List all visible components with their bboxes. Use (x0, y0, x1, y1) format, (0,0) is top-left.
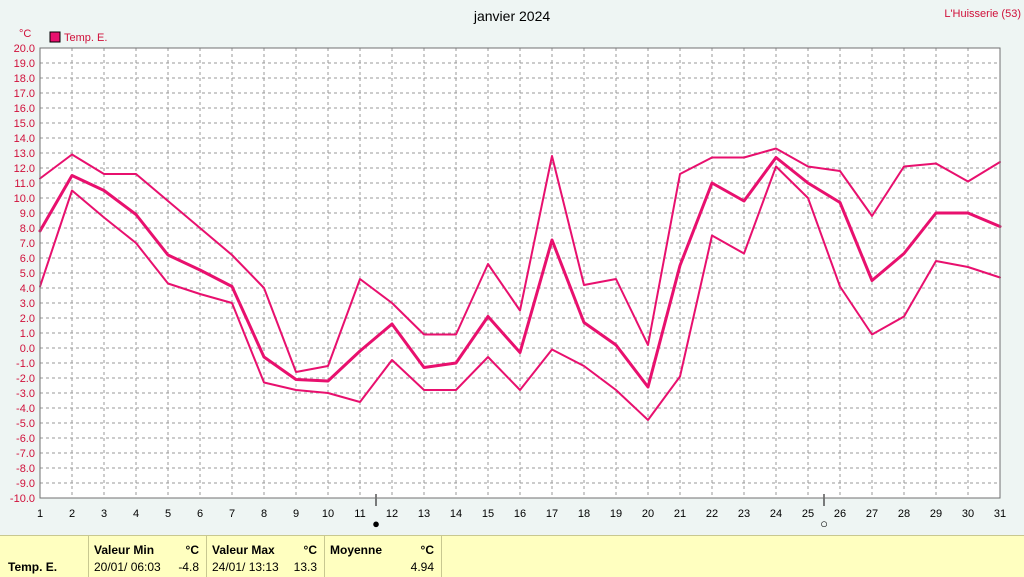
y-tick-label: 19.0 (14, 58, 35, 70)
y-tick-label: 6.0 (20, 253, 35, 265)
y-tick-label: 14.0 (14, 133, 35, 145)
x-tick-label: 6 (197, 508, 203, 520)
series-line-max (39, 147, 1001, 373)
x-tick-label: 21 (674, 508, 686, 520)
plot-border (39, 47, 1001, 499)
y-tick-label: 18.0 (14, 73, 35, 85)
x-tick-label: 26 (834, 508, 846, 520)
footer-min-cell: Valeur Min °C 20/01/ 06:03 -4.8 (89, 536, 207, 577)
legend-label: Temp. E. (64, 32, 107, 44)
max-value: 13.3 (293, 560, 317, 574)
y-tick-label: -10.0 (10, 493, 35, 505)
y-tick-label: -9.0 (16, 478, 35, 490)
max-date: 24/01/ 13:13 (212, 560, 279, 574)
x-tick-label: 23 (738, 508, 750, 520)
x-tick-label: 24 (770, 508, 782, 520)
moon-phase-icon: ○ (820, 516, 828, 531)
y-tick-label: 20.0 (14, 43, 35, 55)
x-tick-label: 22 (706, 508, 718, 520)
y-tick-label: 15.0 (14, 118, 35, 130)
x-axis-ticks: 1 2 3 4 5 6 7 8 9 10 11 12 13 14 15 16 17 18 19 20 21 22 23 24 2… (37, 508, 1006, 520)
x-tick-label: 7 (229, 508, 235, 520)
y-tick-label: -1.0 (16, 358, 35, 370)
x-tick-label: 3 (101, 508, 107, 520)
x-tick-label: 15 (482, 508, 494, 520)
y-tick-label: 17.0 (14, 88, 35, 100)
statistics-panel: Temp. E. Valeur Min °C 20/01/ 06:03 -4.8… (0, 535, 1024, 577)
legend-swatch (49, 31, 61, 43)
x-tick-label: 14 (450, 508, 462, 520)
footer-label-cell: Temp. E. (0, 536, 89, 577)
footer-mean-cell: Moyenne °C 4.94 (325, 536, 442, 577)
y-tick-label: 10.0 (14, 193, 35, 205)
min-value: -4.8 (178, 560, 199, 574)
x-tick-label: 28 (898, 508, 910, 520)
y-tick-label: 0.0 (20, 343, 35, 355)
y-tick-label: 4.0 (20, 283, 35, 295)
y-tick-label: 8.0 (20, 223, 35, 235)
y-tick-label: 12.0 (14, 163, 35, 175)
x-tick-label: 5 (165, 508, 171, 520)
x-tick-label: 27 (866, 508, 878, 520)
y-tick-label: -7.0 (16, 448, 35, 460)
x-tick-label: 1 (37, 508, 43, 520)
y-tick-label: -2.0 (16, 373, 35, 385)
y-tick-label: 1.0 (20, 328, 35, 340)
x-tick-label: 2 (69, 508, 75, 520)
max-header: Valeur Max (212, 543, 275, 557)
y-tick-label: 9.0 (20, 208, 35, 220)
x-tick-label: 11 (354, 508, 365, 520)
mean-header: Moyenne (330, 543, 383, 557)
x-tick-label: 18 (578, 508, 590, 520)
moon-phase-icon: ● (372, 516, 380, 531)
x-tick-label: 13 (418, 508, 430, 520)
x-tick-label: 9 (293, 508, 299, 520)
x-tick-label: 17 (546, 508, 558, 520)
x-tick-label: 12 (386, 508, 398, 520)
y-tick-label: 5.0 (20, 268, 35, 280)
min-header: Valeur Min (94, 543, 155, 557)
footer-max-cell: Valeur Max °C 24/01/ 13:13 13.3 (207, 536, 325, 577)
station-name: L'Huisserie (53) (944, 8, 1021, 20)
y-tick-label: -8.0 (16, 463, 35, 475)
x-tick-label: 25 (802, 508, 814, 520)
y-tick-label: 16.0 (14, 103, 35, 115)
x-tick-label: 31 (994, 508, 1006, 520)
temperature-chart: -10.0 -9.0 -8.0 -7.0 -6.0 -5.0 -4.0 -3.0 -2.0 -1.… (10, 8, 1021, 531)
y-tick-label: 11.0 (14, 178, 35, 190)
y-tick-label: -3.0 (16, 388, 35, 400)
moon-markers: ● ○ (372, 494, 828, 531)
series-line-min (39, 165, 1001, 421)
x-tick-label: 30 (962, 508, 974, 520)
series-lines (38, 147, 1002, 421)
y-tick-label: 2.0 (20, 313, 35, 325)
x-tick-label: 20 (642, 508, 654, 520)
y-tick-label: -5.0 (16, 418, 35, 430)
max-unit: °C (303, 543, 317, 557)
min-unit: °C (185, 543, 199, 557)
y-axis-ticks: -10.0 -9.0 -8.0 -7.0 -6.0 -5.0 -4.0 -3.0 -2.0 -1.… (10, 43, 35, 505)
series-line-mean (38, 156, 1002, 389)
x-tick-label: 4 (133, 508, 139, 520)
y-tick-label: -4.0 (16, 403, 35, 415)
chart-title: janvier 2024 (473, 8, 550, 24)
footer-row-label: Temp. E. (8, 560, 58, 574)
x-tick-label: 16 (514, 508, 526, 520)
y-tick-label: -6.0 (16, 433, 35, 445)
y-tick-label: 3.0 (20, 298, 35, 310)
y-tick-label: 7.0 (20, 238, 35, 250)
x-tick-label: 10 (322, 508, 334, 520)
x-tick-label: 19 (610, 508, 622, 520)
x-tick-label: 8 (261, 508, 267, 520)
y-tick-label: 13.0 (14, 148, 35, 160)
mean-unit: °C (420, 543, 434, 557)
min-date: 20/01/ 06:03 (94, 560, 161, 574)
grid (40, 48, 1000, 498)
mean-value: 4.94 (410, 560, 434, 574)
x-tick-label: 29 (930, 508, 942, 520)
y-axis-unit: °C (19, 28, 31, 40)
